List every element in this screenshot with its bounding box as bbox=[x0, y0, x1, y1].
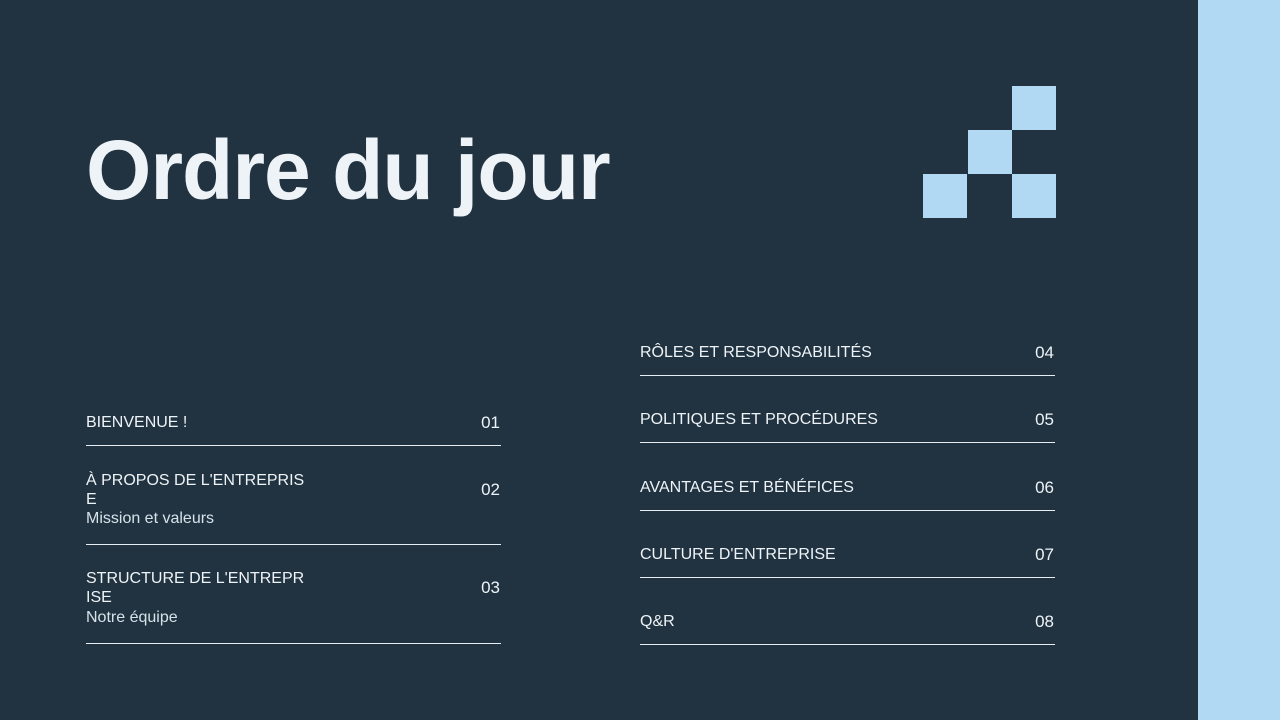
agenda-item-subtitle: Mission et valeurs bbox=[86, 510, 215, 527]
agenda-item-03: STRUCTURE DE L'ENTREPR ISE Notre équipe … bbox=[86, 566, 501, 644]
decor-square bbox=[968, 130, 1012, 174]
slide-title: Ordre du jour bbox=[86, 123, 611, 217]
agenda-item-label: POLITIQUES ET PROCÉDURES bbox=[640, 411, 878, 428]
agenda-item-number: 08 bbox=[1035, 612, 1054, 631]
decorative-side-band bbox=[1198, 0, 1280, 720]
decor-square bbox=[923, 174, 967, 218]
agenda-item-02: À PROPOS DE L'ENTREPRIS E Mission et val… bbox=[86, 468, 501, 545]
agenda-item-06: AVANTAGES ET BÉNÉFICES 06 bbox=[640, 475, 1055, 511]
decor-square bbox=[1012, 174, 1056, 218]
agenda-item-number: 06 bbox=[1035, 478, 1054, 497]
agenda-item-label: BIENVENUE ! bbox=[86, 414, 188, 431]
agenda-item-number: 01 bbox=[481, 413, 500, 432]
agenda-item-08: Q&R 08 bbox=[640, 609, 1055, 645]
decor-square bbox=[1012, 86, 1056, 130]
agenda-item-number: 03 bbox=[481, 578, 500, 597]
agenda-item-number: 04 bbox=[1035, 343, 1054, 362]
agenda-item-number: 07 bbox=[1035, 545, 1054, 564]
agenda-item-subtitle: Notre équipe bbox=[86, 609, 178, 626]
agenda-item-05: POLITIQUES ET PROCÉDURES 05 bbox=[640, 407, 1055, 443]
agenda-item-01: BIENVENUE ! 01 bbox=[86, 410, 501, 446]
agenda-item-07: CULTURE D'ENTREPRISE 07 bbox=[640, 542, 1055, 578]
agenda-item-label: CULTURE D'ENTREPRISE bbox=[640, 546, 836, 563]
agenda-item-number: 05 bbox=[1035, 410, 1054, 429]
agenda-item-label: STRUCTURE DE L'ENTREPR ISE bbox=[86, 570, 305, 606]
agenda-item-label: Q&R bbox=[640, 613, 675, 630]
agenda-item-number: 02 bbox=[481, 480, 500, 499]
agenda-item-label: RÔLES ET RESPONSABILITÉS bbox=[640, 344, 872, 361]
agenda-item-label: AVANTAGES ET BÉNÉFICES bbox=[640, 479, 854, 496]
agenda-item-04: RÔLES ET RESPONSABILITÉS 04 bbox=[640, 340, 1055, 376]
agenda-item-label: À PROPOS DE L'ENTREPRIS E bbox=[86, 472, 305, 508]
